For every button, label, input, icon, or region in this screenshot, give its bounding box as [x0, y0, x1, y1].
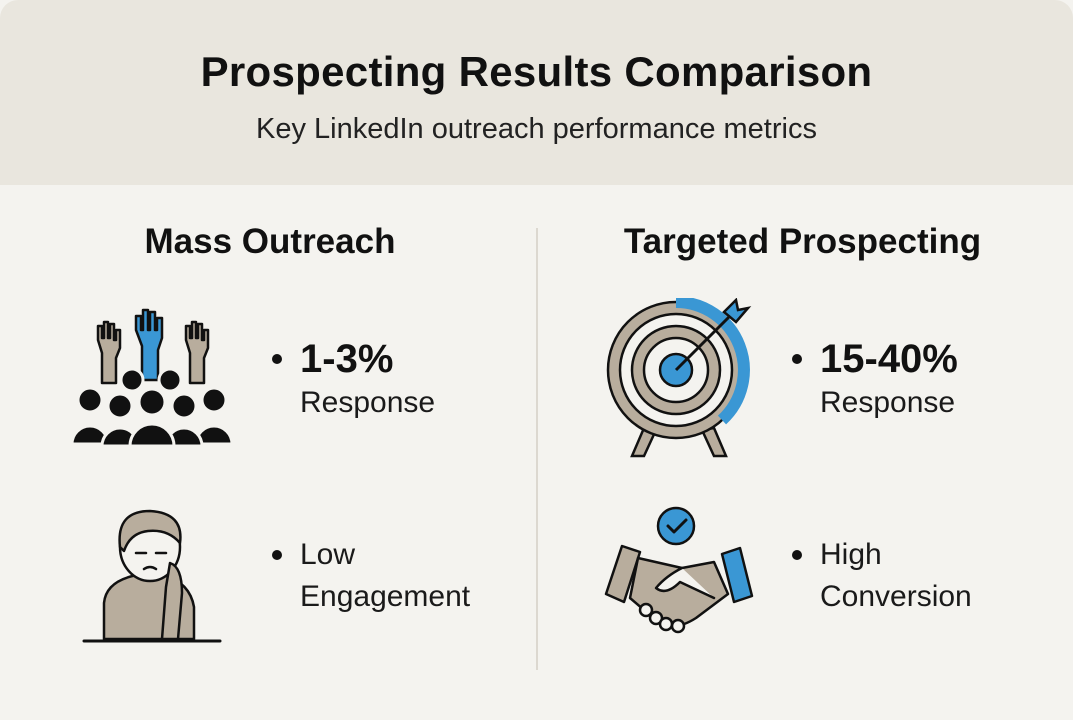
low-engagement-metric: Low Engagement — [272, 534, 471, 618]
bullet — [792, 550, 802, 560]
handshake-check-icon — [604, 506, 754, 634]
bullet — [272, 550, 282, 560]
column-divider — [536, 228, 538, 670]
mass-response-value: 1-3% — [300, 337, 394, 381]
bored-person-icon — [82, 509, 222, 643]
targeted-prospecting-heading: Targeted Prospecting — [623, 222, 982, 261]
high-conversion-line2: Conversion — [820, 580, 972, 613]
page-subtitle: Key LinkedIn outreach performance metric… — [256, 113, 817, 145]
mass-response-metric: 1-3% Response — [272, 336, 436, 424]
low-engagement-line1: Low — [300, 538, 356, 571]
mass-response-label: Response — [300, 386, 436, 419]
bullet — [272, 354, 282, 364]
high-conversion-line1: High — [820, 538, 882, 571]
crowd-raised-hands-icon — [70, 308, 234, 448]
header-banner: Prospecting Results Comparison Key Linke… — [0, 0, 1073, 185]
page-title: Prospecting Results Comparison — [200, 48, 873, 95]
target-arrow-icon — [606, 298, 752, 458]
low-engagement-line2: Engagement — [300, 580, 471, 613]
bullet — [792, 354, 802, 364]
targeted-response-value: 15-40% — [820, 337, 958, 381]
targeted-response-metric: 15-40% Response — [792, 336, 958, 424]
mass-outreach-heading: Mass Outreach — [144, 222, 396, 261]
high-conversion-metric: High Conversion — [792, 534, 972, 618]
targeted-response-label: Response — [820, 386, 956, 419]
